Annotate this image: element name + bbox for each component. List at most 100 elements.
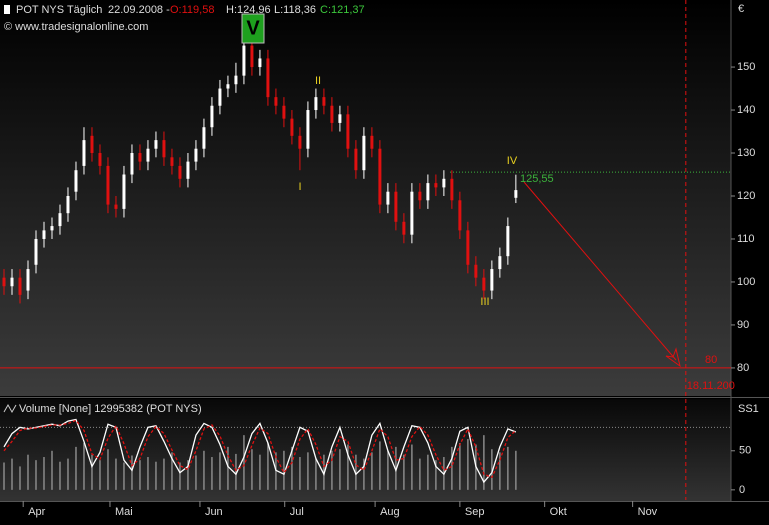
candle-body [370, 135, 374, 149]
candle-body [34, 238, 38, 265]
candle-body [466, 230, 470, 265]
candle-body [474, 264, 478, 278]
x-tick-label: Jun [205, 506, 223, 518]
x-tick-label: Jul [290, 506, 304, 518]
y-tick-label: 140 [737, 104, 755, 116]
candle-body [322, 97, 326, 106]
candle-body [98, 153, 102, 166]
wave-label: II [315, 75, 321, 87]
candle-body [186, 161, 190, 179]
low-label: L:118,36 [274, 4, 316, 16]
candle-body [482, 277, 486, 291]
price-panel [0, 0, 731, 396]
candle-body [394, 191, 398, 222]
x-tick-label: Nov [638, 506, 658, 518]
candle-body [154, 140, 158, 149]
candle-body [74, 170, 78, 192]
candle-body [234, 75, 238, 85]
candle-body [418, 191, 422, 201]
date-label: 18.11.200 [687, 380, 735, 392]
subtitle: © www.tradesignalonline.com [4, 21, 148, 33]
candle-body [82, 140, 86, 166]
candle-body [290, 118, 294, 136]
candle-body [434, 183, 438, 188]
candle-body [106, 165, 110, 205]
candle-body [218, 88, 222, 106]
y-tick-label: 80 [737, 362, 749, 374]
candle-body [66, 195, 70, 214]
candle-body [250, 45, 254, 68]
y-tick-label: 120 [737, 190, 755, 202]
indicator-icon [3, 403, 17, 414]
candle-body [450, 178, 454, 201]
wave-label: I [298, 181, 301, 193]
candle-body [274, 97, 278, 106]
candle-body [298, 135, 302, 149]
high-label: H:124,96 [226, 4, 271, 16]
candle-body [362, 135, 366, 171]
date-label: 22.09.2008 - [108, 4, 170, 16]
wave-label: III [480, 296, 489, 308]
candle-body [410, 191, 414, 235]
candle-body [514, 190, 518, 198]
wave-badge [241, 13, 265, 44]
candle-body [42, 230, 46, 239]
candle-body [378, 148, 382, 205]
candle-body [2, 277, 6, 287]
arrow-head [665, 347, 681, 368]
unit-label: € [738, 3, 744, 15]
candle-body [266, 58, 270, 98]
candle-body [402, 221, 406, 235]
candle-body [306, 110, 310, 149]
candle-body [122, 174, 126, 209]
y-tick-label: 130 [737, 147, 755, 159]
y-tick-label: 100 [737, 276, 755, 288]
oscillator-line [3, 419, 517, 479]
candle-body [386, 191, 390, 205]
candle-body [226, 84, 230, 89]
y-tick-label: 90 [737, 319, 749, 331]
candle-body [258, 58, 262, 68]
candle-body [130, 153, 134, 175]
x-tick-label: Sep [465, 506, 485, 518]
y-tick-label: 0 [739, 484, 745, 496]
candle-body [490, 269, 494, 291]
candle-body [170, 157, 174, 166]
y-tick-label: 50 [739, 445, 751, 457]
candle-body [458, 200, 462, 231]
candle-body [162, 140, 166, 158]
x-tick-label: Aug [380, 506, 400, 518]
candle-body [194, 148, 198, 162]
header-icon [4, 5, 10, 14]
candle-body [282, 105, 286, 119]
oscillator-line [3, 418, 517, 484]
candle-body [90, 135, 94, 154]
candle-body [138, 153, 142, 162]
candle-body [114, 204, 118, 209]
candle-body [58, 213, 62, 227]
candle-body [338, 114, 342, 123]
candle-body [506, 226, 510, 257]
candle-body [50, 226, 54, 231]
target-label: 80 [705, 354, 717, 366]
wave-label: IV [507, 155, 518, 167]
x-tick-label: Okt [550, 506, 567, 518]
candle-body [346, 114, 350, 149]
candle-body [330, 105, 334, 123]
candle-body [498, 256, 502, 270]
wave-label: V [246, 17, 260, 39]
candle-body [202, 127, 206, 149]
forecast-arrow [523, 181, 677, 361]
candle-body [354, 148, 358, 171]
candle-body [442, 178, 446, 188]
indicator-axis-label: SS1 [738, 403, 759, 415]
candle-body [426, 183, 430, 201]
level-label: 125,55 [520, 173, 554, 185]
candle-body [314, 97, 318, 111]
candle-body [178, 165, 182, 179]
candle-body [242, 45, 246, 76]
close-label: C:121,37 [320, 4, 365, 16]
x-tick-label: Apr [28, 506, 45, 518]
